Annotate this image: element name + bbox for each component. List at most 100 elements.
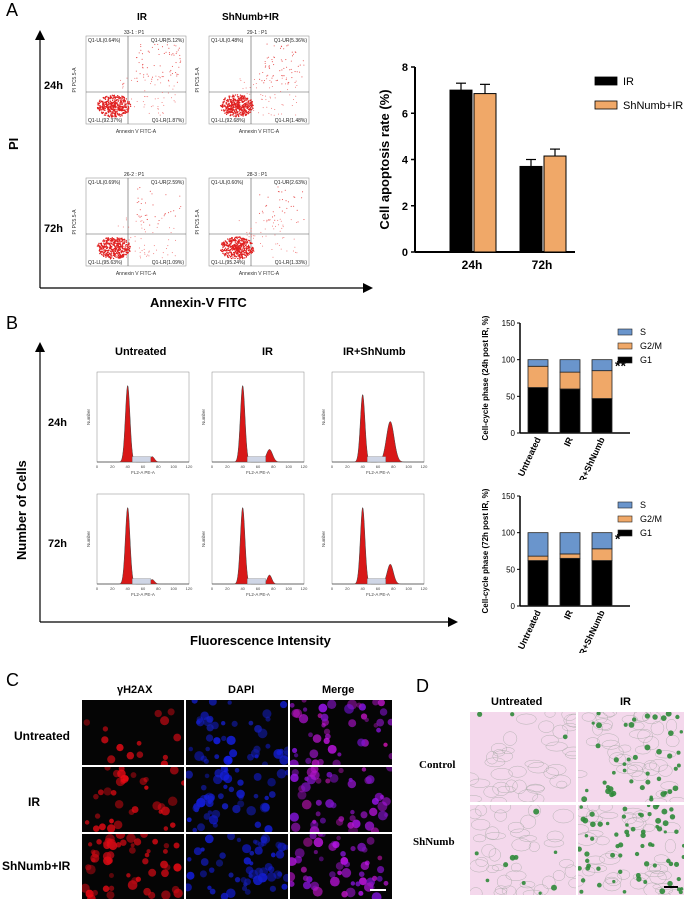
stacked-segment	[527, 359, 549, 367]
x-tick-label: 24h	[462, 258, 483, 272]
svg-text:0: 0	[331, 586, 334, 591]
legend-swatch	[617, 328, 633, 336]
quadrant-ll: Q1-LL(95.63%)	[88, 260, 123, 266]
y-tick-label: 50	[506, 392, 515, 401]
stacked-segment	[527, 560, 549, 607]
panel-c-col-merge: Merge	[322, 684, 355, 696]
y-tick-label: 0	[402, 247, 408, 259]
svg-text:80: 80	[156, 464, 161, 469]
panel-a-y-axis-label: PI	[6, 137, 21, 150]
quadrant-ll: Q1-LL(95.24%)	[211, 260, 246, 266]
panel-b-x-axis-label: Fluorescence Intensity	[190, 633, 331, 648]
svg-text:80: 80	[391, 464, 396, 469]
svg-text:0: 0	[96, 586, 99, 591]
fluorescence-micrograph	[186, 834, 288, 899]
legend-swatch	[617, 529, 633, 537]
svg-text:20: 20	[110, 586, 115, 591]
legend-swatch	[594, 76, 618, 86]
flow-events	[96, 187, 182, 260]
cell-cycle-72h-chart: 0 50 100 150 Cell-cycle phase (72h post IR, …	[481, 488, 662, 653]
significance-mark: *	[615, 531, 621, 547]
flow-y-label: PI PC5.5-A	[195, 67, 201, 93]
y-axis-title: Cell-cycle phase (24h post IR, %)	[481, 315, 490, 440]
y-tick-label: 100	[502, 529, 516, 538]
brightfield-image	[578, 805, 684, 895]
apoptosis-bar-chart: 0 2 4 6 8 Cell apoptosis rate (%) 24h 72h IR ShNu…	[377, 62, 683, 272]
cell-cycle-24h-chart: 0 50 100 150 Cell-cycle phase (24h post IR, …	[481, 315, 662, 480]
fluorescence-micrograph	[82, 700, 184, 765]
panel-b-row-24h: 24h	[48, 417, 67, 429]
dna-histogram: 0 20 40 60 80 100 120 FL2-A PE-A Number	[321, 371, 428, 475]
stacked-segment	[527, 555, 549, 561]
bar	[543, 155, 567, 253]
svg-text:120: 120	[301, 464, 308, 469]
dna-histogram: 0 20 40 60 80 100 120 FL2-A PE-A Number	[86, 371, 193, 475]
y-tick-label: 8	[402, 62, 408, 74]
legend-swatch	[617, 342, 633, 350]
svg-text:40: 40	[125, 586, 130, 591]
panel-a-col-shnumb-ir: ShNumb+IR	[222, 12, 279, 23]
fluorescence-micrograph	[186, 700, 288, 765]
svg-text:120: 120	[186, 464, 193, 469]
legend-label: G1	[640, 528, 652, 538]
panel-a-row-72h: 72h	[44, 223, 63, 235]
bar	[519, 165, 543, 253]
fluorescence-micrograph	[290, 700, 392, 765]
y-axis-title: Cell-cycle phase (72h post IR, %)	[481, 488, 490, 613]
svg-text:80: 80	[156, 586, 161, 591]
svg-text:60: 60	[141, 464, 146, 469]
stacked-segment	[591, 359, 613, 372]
stacked-segment	[559, 532, 581, 555]
quadrant-ul: Q1-UL(0.69%)	[88, 180, 121, 186]
panel-b-y-axis-label: Number of Cells	[14, 460, 29, 560]
quadrant-ul: Q1-UL(0.48%)	[211, 38, 244, 44]
panel-d-row-shnumb: ShNumb	[413, 836, 455, 848]
panel-c-col-gh2ax: γH2AX	[117, 684, 153, 696]
legend-swatch	[594, 100, 618, 110]
brightfield-image	[470, 805, 576, 895]
flow-y-label: PI PC5.5-A	[72, 209, 78, 235]
y-tick-label: 4	[402, 155, 409, 167]
svg-text:20: 20	[225, 586, 230, 591]
panel-c-row-untreated: Untreated	[14, 729, 71, 743]
flow-x-label: Annexin V FITC-A	[116, 271, 157, 277]
y-tick-label: 50	[506, 565, 515, 574]
svg-text:20: 20	[110, 464, 115, 469]
flow-plot-id: 28-3 : P1	[247, 172, 268, 178]
hist-x-label: FL2-A PE-A	[131, 592, 155, 597]
legend-label: IR	[623, 76, 634, 88]
stacked-segment	[559, 553, 581, 559]
panel-d-col-ir: IR	[620, 696, 631, 708]
stacked-segment	[591, 532, 613, 550]
flow-x-label: Annexin V FITC-A	[239, 129, 280, 135]
flow-events	[219, 43, 305, 118]
svg-text:0: 0	[96, 464, 99, 469]
stacked-segment	[527, 387, 549, 434]
hist-x-label: FL2-A PE-A	[366, 470, 390, 475]
svg-text:100: 100	[170, 464, 177, 469]
svg-text:20: 20	[345, 464, 350, 469]
svg-text:60: 60	[376, 586, 381, 591]
y-tick-label: 6	[402, 108, 408, 120]
flow-events	[220, 186, 305, 260]
y-axis-title: Cell apoptosis rate (%)	[377, 89, 392, 229]
panel-d-row-control: Control	[419, 759, 456, 771]
dna-histogram: 0 20 40 60 80 100 120 FL2-A PE-A Number	[321, 493, 428, 597]
y-tick-label: 150	[502, 492, 516, 501]
quadrant-lr: Q1-LR(1.48%)	[275, 118, 308, 124]
panel-b-col-untreated: Untreated	[115, 346, 167, 358]
hist-x-label: FL2-A PE-A	[131, 470, 155, 475]
legend-swatch	[617, 501, 633, 509]
svg-text:100: 100	[405, 464, 412, 469]
panel-c-label: C	[6, 670, 19, 690]
panel-d-col-untreated: Untreated	[491, 696, 543, 708]
legend-label: S	[640, 500, 646, 510]
bar	[449, 89, 473, 253]
stacked-segment	[559, 557, 581, 607]
panel-a-axes	[35, 30, 373, 293]
hist-x-label: FL2-A PE-A	[246, 470, 270, 475]
svg-text:80: 80	[391, 586, 396, 591]
stacked-segment	[591, 370, 613, 399]
brightfield-image	[578, 712, 684, 802]
